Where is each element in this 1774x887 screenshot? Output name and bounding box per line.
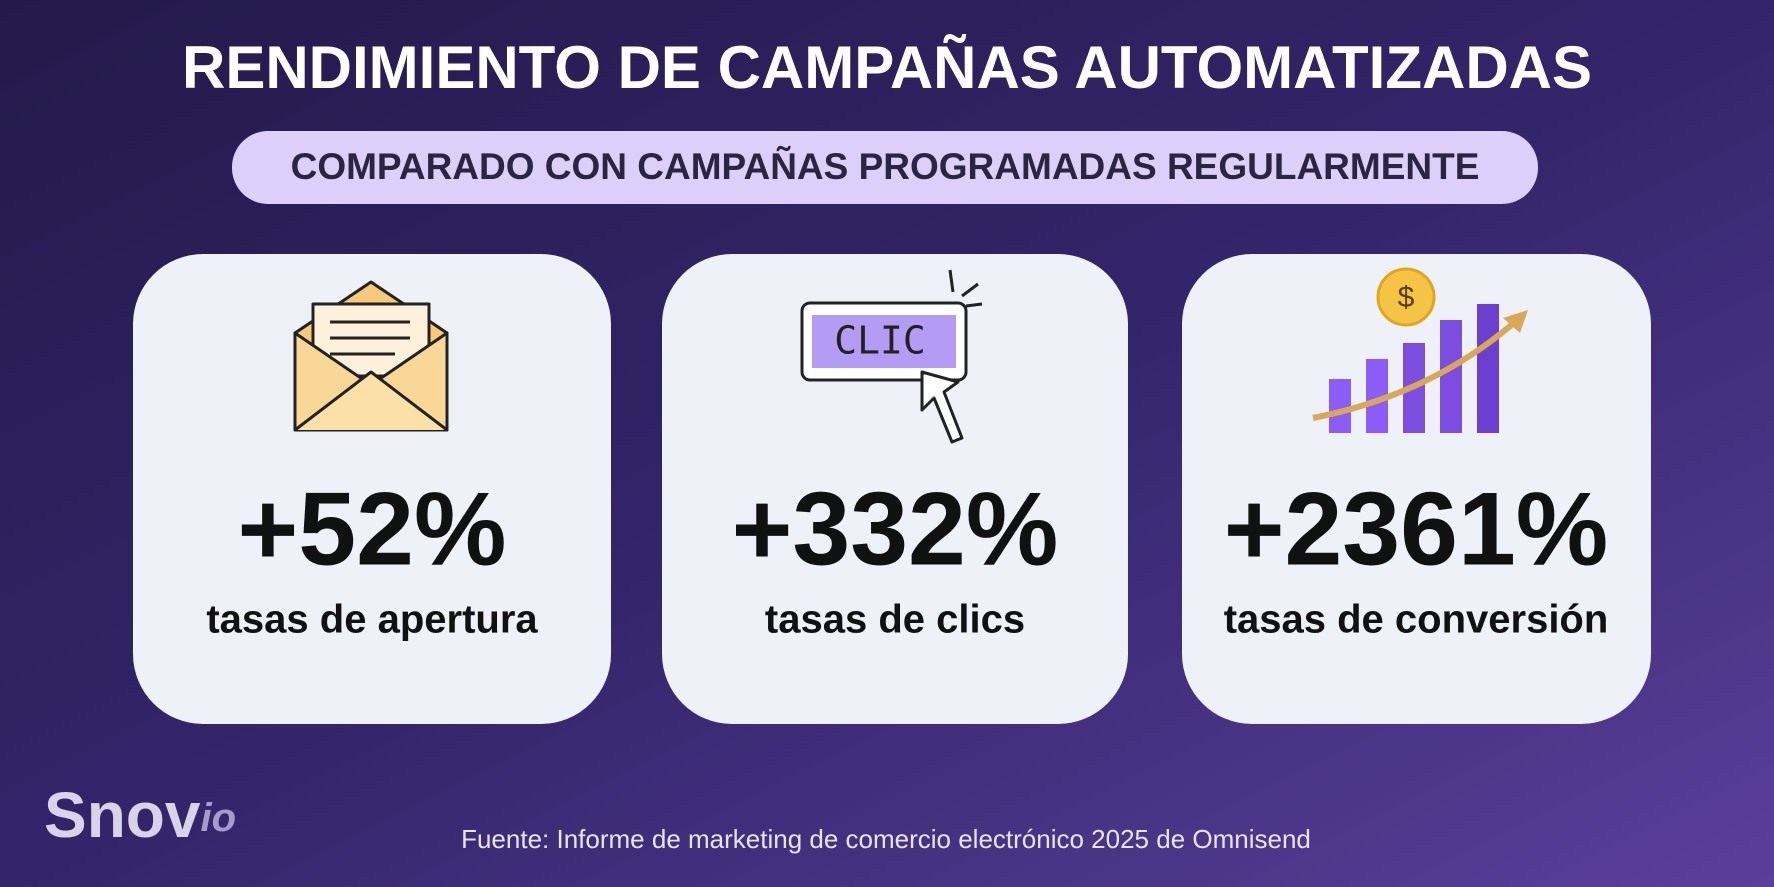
subtitle-pill xyxy=(232,131,1538,204)
stat-label: tasas de apertura xyxy=(206,598,538,642)
card xyxy=(133,254,611,724)
icon-text: CLIC xyxy=(834,319,926,363)
stat-label: tasas de clics xyxy=(765,598,1025,642)
subtitle: COMPARADO CON CAMPAÑAS PROGRAMADAS REGUL… xyxy=(291,145,1480,187)
logo-main: Snov xyxy=(44,779,201,851)
title: RENDIMIENTO DE CAMPAÑAS AUTOMATIZADAS xyxy=(182,34,1592,101)
stat-label: tasas de conversión xyxy=(1224,598,1609,642)
stat-value: +52% xyxy=(238,471,507,587)
envelope-icon xyxy=(293,280,449,432)
card xyxy=(662,254,1128,724)
stat-value: +2361% xyxy=(1224,471,1609,587)
card xyxy=(1182,254,1651,724)
icon-text: $ xyxy=(1398,281,1415,314)
logo-suffix: io xyxy=(200,796,236,840)
stat-value: +332% xyxy=(732,471,1059,587)
click-icon xyxy=(800,269,983,444)
logo: Snovio xyxy=(44,779,236,851)
growth-icon xyxy=(1312,267,1528,433)
source: Fuente: Informe de marketing de comercio… xyxy=(461,824,1311,854)
